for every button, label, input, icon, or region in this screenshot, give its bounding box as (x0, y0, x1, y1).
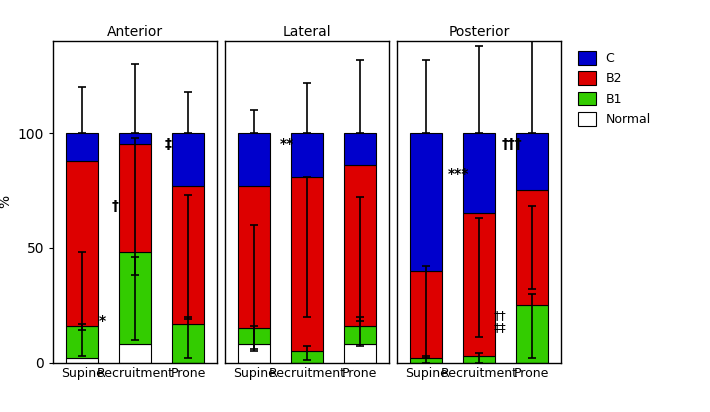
Bar (410, 271, 442, 358)
Bar (67, 133, 98, 161)
Text: ***: *** (448, 167, 469, 181)
Bar (463, 133, 495, 213)
Bar (344, 165, 376, 326)
Bar (239, 133, 270, 186)
Bar (67, 326, 98, 358)
Bar (67, 358, 98, 363)
Bar (516, 190, 547, 305)
Bar (172, 186, 204, 323)
Bar (344, 326, 376, 344)
Bar (291, 351, 323, 363)
Text: **: ** (280, 138, 294, 152)
Bar (410, 133, 442, 271)
Title: Anterior: Anterior (107, 25, 163, 39)
Title: Lateral: Lateral (283, 25, 332, 39)
Y-axis label: %: % (0, 195, 12, 208)
Title: Posterior: Posterior (448, 25, 510, 39)
Bar (344, 344, 376, 363)
Bar (119, 133, 151, 145)
Bar (67, 161, 98, 326)
Text: ‡: ‡ (165, 138, 171, 152)
Bar (172, 323, 204, 363)
Bar (239, 344, 270, 363)
Bar (119, 253, 151, 344)
Bar (119, 145, 151, 253)
Bar (516, 133, 547, 190)
Bar (119, 344, 151, 363)
Bar (516, 305, 547, 363)
Text: †: † (111, 199, 119, 213)
Legend: C, B2, B1, Normal: C, B2, B1, Normal (574, 47, 655, 130)
Bar (239, 328, 270, 344)
Bar (239, 186, 270, 328)
Bar (463, 213, 495, 356)
Text: †††: ††† (501, 138, 522, 152)
Bar (463, 356, 495, 363)
Bar (172, 133, 204, 186)
Text: *: * (99, 314, 106, 328)
Bar (291, 177, 323, 351)
Text: ††
‡‡: †† ‡‡ (493, 309, 506, 334)
Bar (291, 133, 323, 177)
Bar (410, 358, 442, 363)
Bar (344, 133, 376, 165)
